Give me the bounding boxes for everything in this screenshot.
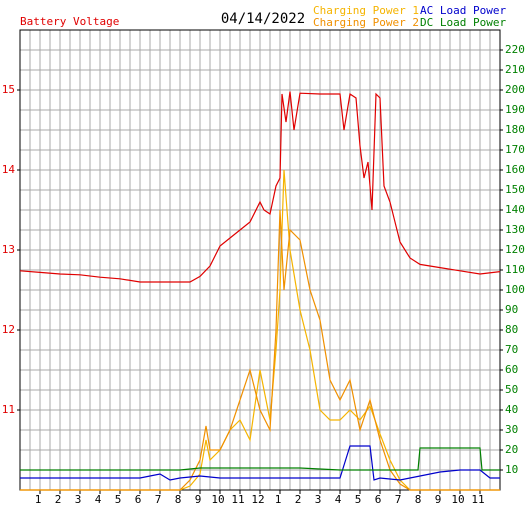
y2-tick-label: 190 bbox=[505, 103, 525, 116]
x-tick-label: 7 bbox=[395, 493, 402, 506]
y2-tick-label: 50 bbox=[505, 383, 518, 396]
x-tick-label: 2 bbox=[55, 493, 62, 506]
series-line bbox=[20, 209, 500, 491]
x-tick-label: 9 bbox=[195, 493, 202, 506]
x-tick-label: 7 bbox=[155, 493, 162, 506]
y-tick-label: 11 bbox=[2, 403, 15, 416]
y2-tick-label: 60 bbox=[505, 363, 518, 376]
x-tick-label: 6 bbox=[135, 493, 142, 506]
y2-tick-label: 30 bbox=[505, 423, 518, 436]
y2-tick-label: 70 bbox=[505, 343, 518, 356]
y-tick-label: 12 bbox=[2, 323, 15, 336]
y2-tick-label: 20 bbox=[505, 443, 518, 456]
x-tick-label: 8 bbox=[175, 493, 182, 506]
y2-tick-label: 180 bbox=[505, 123, 525, 136]
y2-tick-label: 100 bbox=[505, 283, 525, 296]
legend-entry: AC Load Power bbox=[420, 4, 506, 17]
legend-entry: Charging Power 2 bbox=[313, 16, 419, 29]
y2-tick-label: 220 bbox=[505, 43, 525, 56]
x-tick-label: 2 bbox=[295, 493, 302, 506]
y-tick-label: 13 bbox=[2, 243, 15, 256]
x-tick-label: 6 bbox=[375, 493, 382, 506]
y2-tick-label: 80 bbox=[505, 323, 518, 336]
x-tick-label: 8 bbox=[415, 493, 422, 506]
y-tick-label: 14 bbox=[2, 163, 16, 176]
x-tick-label: 10 bbox=[211, 493, 224, 506]
y2-tick-label: 130 bbox=[505, 223, 525, 236]
y2-tick-label: 150 bbox=[505, 183, 525, 196]
y-tick-label: 15 bbox=[2, 83, 15, 96]
y2-tick-label: 160 bbox=[505, 163, 525, 176]
x-tick-label: 12 bbox=[251, 493, 264, 506]
x-tick-label: 4 bbox=[95, 493, 102, 506]
x-tick-label: 10 bbox=[451, 493, 464, 506]
series-line bbox=[20, 447, 500, 471]
x-tick-label: 3 bbox=[315, 493, 322, 506]
y2-tick-label: 110 bbox=[505, 263, 525, 276]
y2-tick-label: 120 bbox=[505, 243, 525, 256]
x-tick-label: 1 bbox=[275, 493, 282, 506]
x-tick-label: 5 bbox=[355, 493, 362, 506]
series-line bbox=[19, 91, 501, 283]
y2-tick-label: 90 bbox=[505, 303, 518, 316]
series-line bbox=[20, 445, 500, 481]
x-tick-label: 4 bbox=[335, 493, 342, 506]
x-tick-label: 1 bbox=[35, 493, 42, 506]
legend-entry: Battery Voltage bbox=[20, 15, 119, 28]
legend-entry: DC Load Power bbox=[420, 16, 506, 29]
y2-tick-label: 140 bbox=[505, 203, 525, 216]
x-tick-label: 5 bbox=[115, 493, 122, 506]
x-tick-label: 11 bbox=[471, 493, 484, 506]
y2-tick-label: 210 bbox=[505, 63, 525, 76]
legend-entry: Charging Power 1 bbox=[313, 4, 419, 17]
x-tick-label: 3 bbox=[75, 493, 82, 506]
x-tick-label: 11 bbox=[231, 493, 244, 506]
y2-tick-label: 200 bbox=[505, 83, 525, 96]
plot-frame bbox=[19, 29, 501, 491]
chart-title: 04/14/2022 bbox=[221, 11, 305, 27]
x-tick-label: 9 bbox=[435, 493, 442, 506]
y2-tick-label: 170 bbox=[505, 143, 525, 156]
y2-tick-label: 10 bbox=[505, 463, 518, 476]
y2-tick-label: 40 bbox=[505, 403, 518, 416]
